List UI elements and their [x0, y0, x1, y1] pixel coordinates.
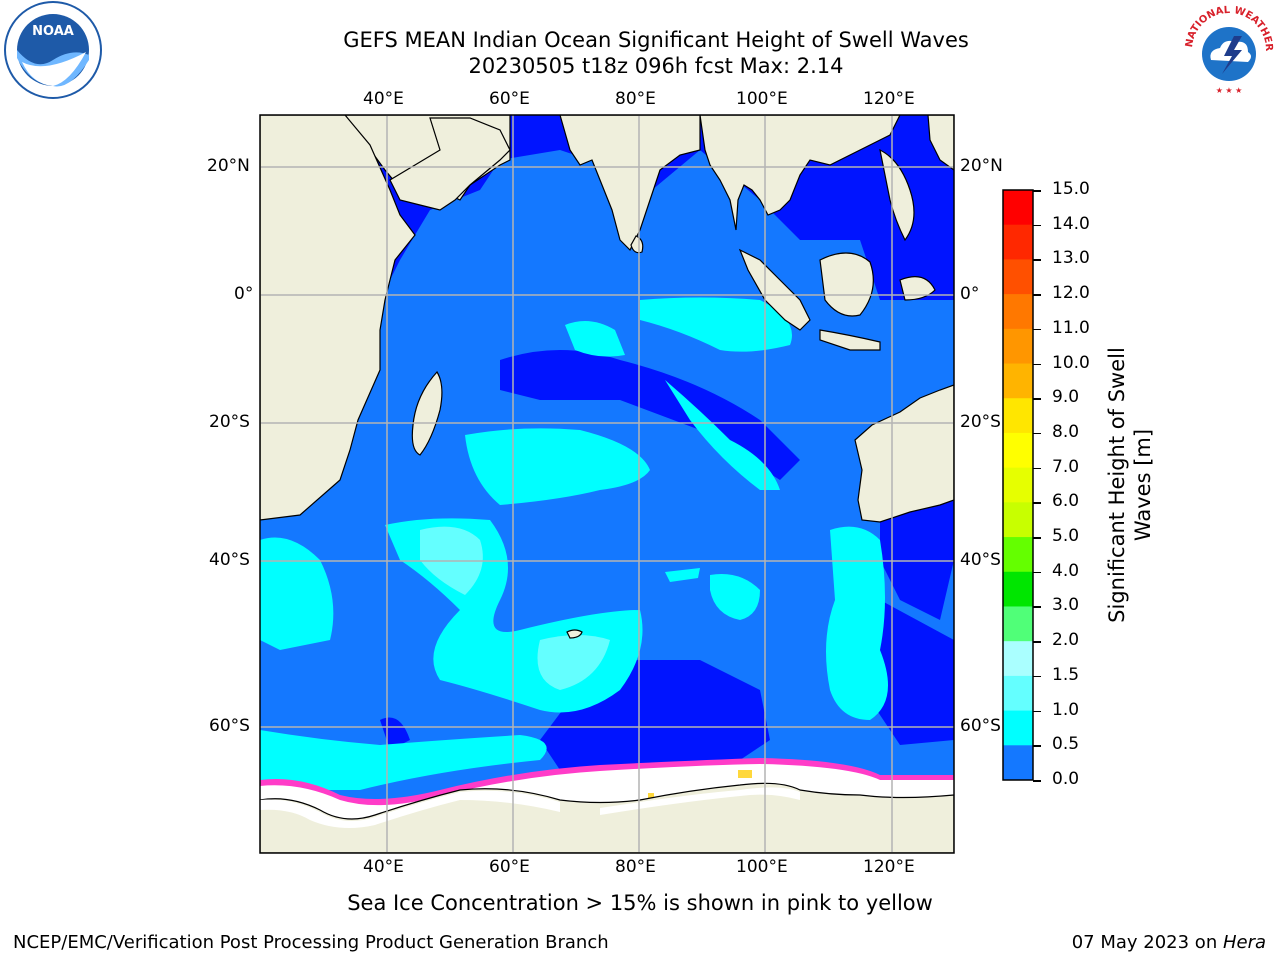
colorbar-band: [1003, 710, 1033, 746]
colorbar-tick-label: 3.0: [1052, 595, 1080, 616]
lat-tick-right-0: 0°: [960, 284, 980, 304]
colorbar-tick-label: 13.0: [1052, 248, 1090, 269]
colorbar-tick-mark: [1033, 641, 1041, 643]
footer-host: Hera: [1222, 932, 1266, 953]
colorbar-tick-label: 15.0: [1052, 179, 1090, 199]
colorbar-tick-label: 7.0: [1052, 456, 1080, 477]
colorbar-tick-label: 5.0: [1052, 526, 1080, 547]
lon-tick-top-80e: 80°E: [615, 89, 656, 109]
colorbar-band: [1003, 328, 1033, 365]
colorbar-band: [1003, 363, 1033, 399]
colorbar-tick-mark: [1033, 745, 1041, 747]
colorbar-tick-mark: [1033, 675, 1041, 678]
svg-text:NOAA: NOAA: [32, 24, 74, 39]
colorbar-tick-mark: [1033, 398, 1041, 400]
colorbar-band: [1003, 537, 1033, 573]
colorbar-tick-mark: [1033, 606, 1041, 608]
svg-text:★ ★ ★: ★ ★ ★: [1216, 86, 1243, 95]
footer-right: 07 May 2023 on Hera: [1072, 932, 1266, 953]
colorbar-tick-mark: [1033, 294, 1041, 296]
lon-tick-top-120e: 120°E: [863, 89, 915, 109]
footer-left: NCEP/EMC/Verification Post Processing Pr…: [13, 932, 609, 953]
colorbar-band: [1003, 398, 1033, 434]
colorbar: [1002, 189, 1034, 781]
colorbar-tick-mark: [1033, 467, 1041, 470]
lat-tick-right-60s: 60°S: [960, 716, 1001, 736]
gridlines: [260, 115, 954, 853]
colorbar-tick-label: 1.0: [1052, 699, 1080, 720]
colorbar-tick-label: 14.0: [1052, 213, 1090, 234]
colorbar-tick-label: 2.0: [1052, 630, 1080, 651]
colorbar-band: [1003, 502, 1033, 538]
land-madagascar: [411, 371, 443, 456]
lon-tick-top-40e: 40°E: [363, 89, 404, 109]
lon-tick-top-100e: 100°E: [736, 89, 788, 109]
land-australia: [854, 384, 954, 523]
colorbar-tick-label: 6.0: [1052, 491, 1080, 512]
lat-tick-right-20s: 20°S: [960, 412, 1001, 432]
colorbar-tick-label: 12.0: [1052, 283, 1090, 304]
colorbar-band: [1003, 224, 1033, 260]
colorbar-band: [1003, 675, 1033, 712]
colorbar-tick-mark: [1033, 710, 1041, 713]
colorbar-band: [1003, 745, 1033, 781]
colorbar-tick-mark: [1033, 780, 1041, 782]
lat-tick-right-40s: 40°S: [960, 550, 1001, 570]
land-southeast-asia: [699, 115, 901, 231]
colorbar-tick-mark: [1033, 259, 1041, 261]
lon-tick-bottom-120e: 120°E: [863, 857, 915, 877]
footer-date: 07 May 2023 on: [1071, 932, 1223, 953]
lat-tick-right-20n: 20°N: [960, 156, 1003, 176]
lon-tick-bottom-80e: 80°E: [615, 857, 656, 877]
colorbar-band: [1003, 190, 1033, 226]
colorbar-band: [1003, 467, 1033, 503]
lat-tick-left-20s: 20°S: [209, 412, 250, 432]
colorbar-tick-mark: [1033, 328, 1041, 331]
colorbar-tick-mark: [1033, 502, 1041, 504]
lon-tick-bottom-100e: 100°E: [736, 857, 788, 877]
colorbar-label: Significant Height of Swell Waves [m]: [1104, 325, 1156, 645]
noaa-logo: NOAA: [4, 1, 102, 99]
colorbar-tick-label: 9.0: [1052, 387, 1080, 408]
colorbar-band: [1003, 432, 1033, 469]
colorbar-band: [1003, 294, 1033, 330]
colorbar-tick-mark: [1033, 432, 1041, 435]
colorbar-band: [1003, 641, 1033, 677]
colorbar-tick-mark: [1033, 190, 1041, 192]
lon-tick-bottom-40e: 40°E: [363, 857, 404, 877]
colorbar-tick-label: 4.0: [1052, 560, 1080, 581]
colorbar-tick-mark: [1033, 571, 1041, 574]
lon-tick-bottom-60e: 60°E: [489, 857, 530, 877]
sea-ice-note: Sea Ice Concentration > 15% is shown in …: [347, 891, 933, 915]
colorbar-tick-label: 11.0: [1052, 317, 1090, 338]
colorbar-tick-label: 8.0: [1052, 421, 1080, 442]
nws-logo: NATIONAL WEATHER SERVICE ★ ★ ★: [1178, 0, 1276, 97]
lat-tick-left-40s: 40°S: [209, 550, 250, 570]
colorbar-band: [1003, 571, 1033, 607]
colorbar-label-line2: Waves [m]: [1131, 428, 1155, 542]
colorbar-tick-label: 0.0: [1052, 769, 1080, 789]
lat-tick-left-0: 0°: [234, 284, 254, 304]
map-frame: [259, 114, 955, 854]
lat-tick-left-60s: 60°S: [209, 716, 250, 736]
lon-tick-top-60e: 60°E: [489, 89, 530, 109]
colorbar-tick-label: 10.0: [1052, 352, 1090, 373]
lat-tick-left-20n: 20°N: [207, 156, 250, 176]
colorbar-tick-label: 1.5: [1052, 664, 1080, 685]
colorbar-tick-mark: [1033, 363, 1041, 366]
colorbar-band: [1003, 259, 1033, 295]
land-kerguelen: [566, 629, 583, 639]
land-india: [559, 115, 701, 252]
colorbar-tick-label: 0.5: [1052, 734, 1080, 755]
chart-title: GEFS MEAN Indian Ocean Significant Heigh…: [343, 28, 969, 52]
colorbar-tick-mark: [1033, 537, 1041, 539]
colorbar-tick-mark: [1033, 224, 1041, 227]
colorbar-band: [1003, 606, 1033, 642]
colorbar-label-line1: Significant Height of Swell: [1105, 347, 1129, 623]
chart-subtitle: 20230505 t18z 096h fcst Max: 2.14: [468, 54, 844, 78]
